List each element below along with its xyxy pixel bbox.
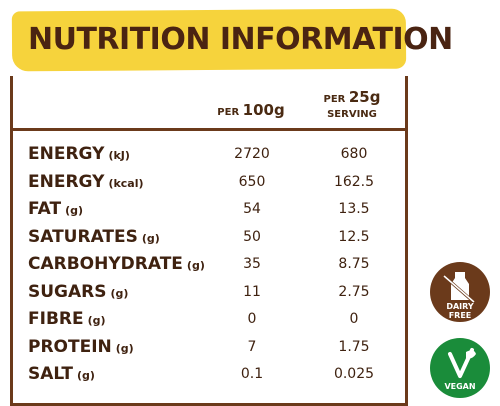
column-header-amount: 100g xyxy=(242,101,285,119)
vegan-badge: VEGAN xyxy=(430,338,490,398)
value-per-100g: 2720 xyxy=(234,146,270,162)
value-per-serving: 0 xyxy=(349,311,359,327)
nutrient-label: PROTEIN (g) xyxy=(28,336,134,360)
value-per-100g: 7 xyxy=(247,338,257,355)
nutrient-name: ENERGY xyxy=(28,144,105,164)
nutrient-label: ENERGY (kcal) xyxy=(28,171,144,195)
value-per-serving: 162.5 xyxy=(333,173,375,190)
column-header-amount: 25g xyxy=(348,88,381,106)
value-per-serving: 8.75 xyxy=(338,256,370,272)
header-divider xyxy=(13,128,405,131)
nutrient-name: ENERGY xyxy=(28,171,105,192)
leaf-v-icon xyxy=(448,348,476,378)
vegan-label: VEGAN xyxy=(444,382,476,391)
nutrient-name: FAT xyxy=(28,199,62,219)
nutrient-name: SATURATES xyxy=(28,226,138,247)
value-per-100g: 54 xyxy=(243,201,261,217)
nutrient-unit: (g) xyxy=(141,231,160,245)
nutrient-label: ENERGY (kJ) xyxy=(28,143,130,167)
nutrient-unit: (g) xyxy=(186,259,205,272)
value-per-serving: 680 xyxy=(340,146,368,162)
nutrient-label: CARBOHYDRATE (g) xyxy=(28,253,205,277)
value-per-serving: 0.025 xyxy=(333,366,375,382)
nutrient-unit: (g) xyxy=(65,204,84,217)
value-per-100g: 0.1 xyxy=(240,366,264,382)
value-per-100g: 11 xyxy=(243,283,261,300)
nutrient-unit: (g) xyxy=(77,369,95,382)
value-per-serving: 13.5 xyxy=(338,201,370,217)
value-per-100g: 50 xyxy=(243,228,261,245)
nutrient-label: SATURATES (g) xyxy=(28,226,160,250)
nutrient-label: SALT (g) xyxy=(28,363,95,387)
nutrient-name: SUGARS xyxy=(28,281,107,302)
dairy-free-line1: DAIRY xyxy=(446,302,474,311)
nutrient-unit: (kcal) xyxy=(108,176,144,190)
column-header-suffix: SERVING xyxy=(327,109,377,120)
nutrient-name: FIBRE xyxy=(28,309,84,329)
dairy-free-label: DAIRY FREE xyxy=(430,302,490,320)
dairy-free-line2: FREE xyxy=(448,311,472,320)
column-header-per-100g: PER 100g xyxy=(212,101,290,119)
column-header-prefix: PER xyxy=(217,107,240,118)
nutrient-unit: (g) xyxy=(87,314,106,327)
nutrition-table-frame xyxy=(10,76,408,406)
column-header-per-serving: PER 25g SERVING xyxy=(312,90,392,122)
column-header-prefix: PER xyxy=(323,94,346,105)
nutrient-label: SUGARS (g) xyxy=(28,281,128,305)
value-per-100g: 35 xyxy=(243,256,261,272)
nutrient-label: FAT (g) xyxy=(28,198,83,222)
value-per-serving: 12.5 xyxy=(338,228,370,245)
value-per-100g: 650 xyxy=(238,173,266,190)
nutrient-unit: (g) xyxy=(115,341,134,355)
dairy-free-badge: DAIRY FREE xyxy=(430,262,490,322)
value-per-serving: 2.75 xyxy=(338,283,370,300)
value-per-100g: 0 xyxy=(247,311,257,327)
nutrient-label: FIBRE (g) xyxy=(28,308,106,332)
nutrient-name: CARBOHYDRATE xyxy=(28,254,183,274)
page-title: NUTRITION INFORMATION xyxy=(28,22,453,57)
nutrient-name: SALT xyxy=(28,364,74,384)
nutrient-unit: (kJ) xyxy=(108,149,130,162)
value-per-serving: 1.75 xyxy=(338,338,370,355)
nutrient-name: PROTEIN xyxy=(28,336,112,357)
nutrient-unit: (g) xyxy=(110,286,129,300)
milk-bottle-icon xyxy=(443,272,477,306)
